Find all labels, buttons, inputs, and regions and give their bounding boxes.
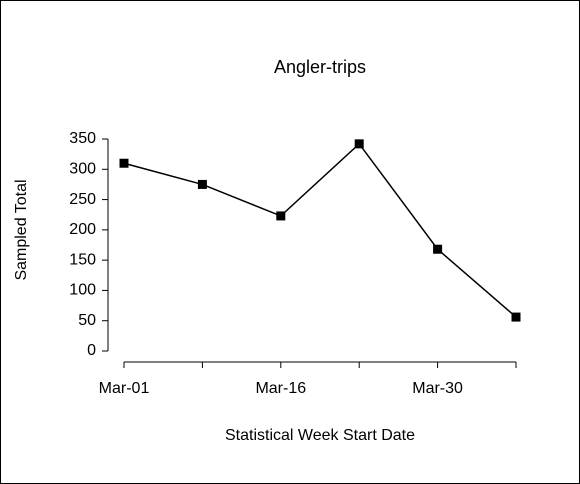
data-point — [354, 139, 364, 149]
y-tick-label: 0 — [87, 342, 96, 359]
x-tick-label: Mar-16 — [255, 380, 306, 397]
y-tick-label: 300 — [69, 161, 96, 178]
y-tick-label: 250 — [69, 191, 96, 208]
y-tick-label: 200 — [69, 221, 96, 238]
y-tick-label: 150 — [69, 251, 96, 268]
y-tick-label: 100 — [69, 282, 96, 299]
data-point — [197, 179, 207, 189]
x-axis-label: Statistical Week Start Date — [225, 427, 415, 444]
data-point — [511, 312, 521, 322]
data-point — [433, 244, 443, 254]
data-line — [123, 142, 517, 318]
y-tick-label: 50 — [78, 312, 96, 329]
chart-title: Angler-trips — [274, 57, 366, 77]
x-tick-label: Mar-30 — [412, 380, 463, 397]
x-tick-label: Mar-01 — [99, 380, 150, 397]
y-tick-label: 350 — [69, 130, 96, 147]
data-point — [276, 211, 286, 221]
data-point — [119, 158, 129, 168]
y-axis-label: Sampled Total — [13, 179, 30, 280]
